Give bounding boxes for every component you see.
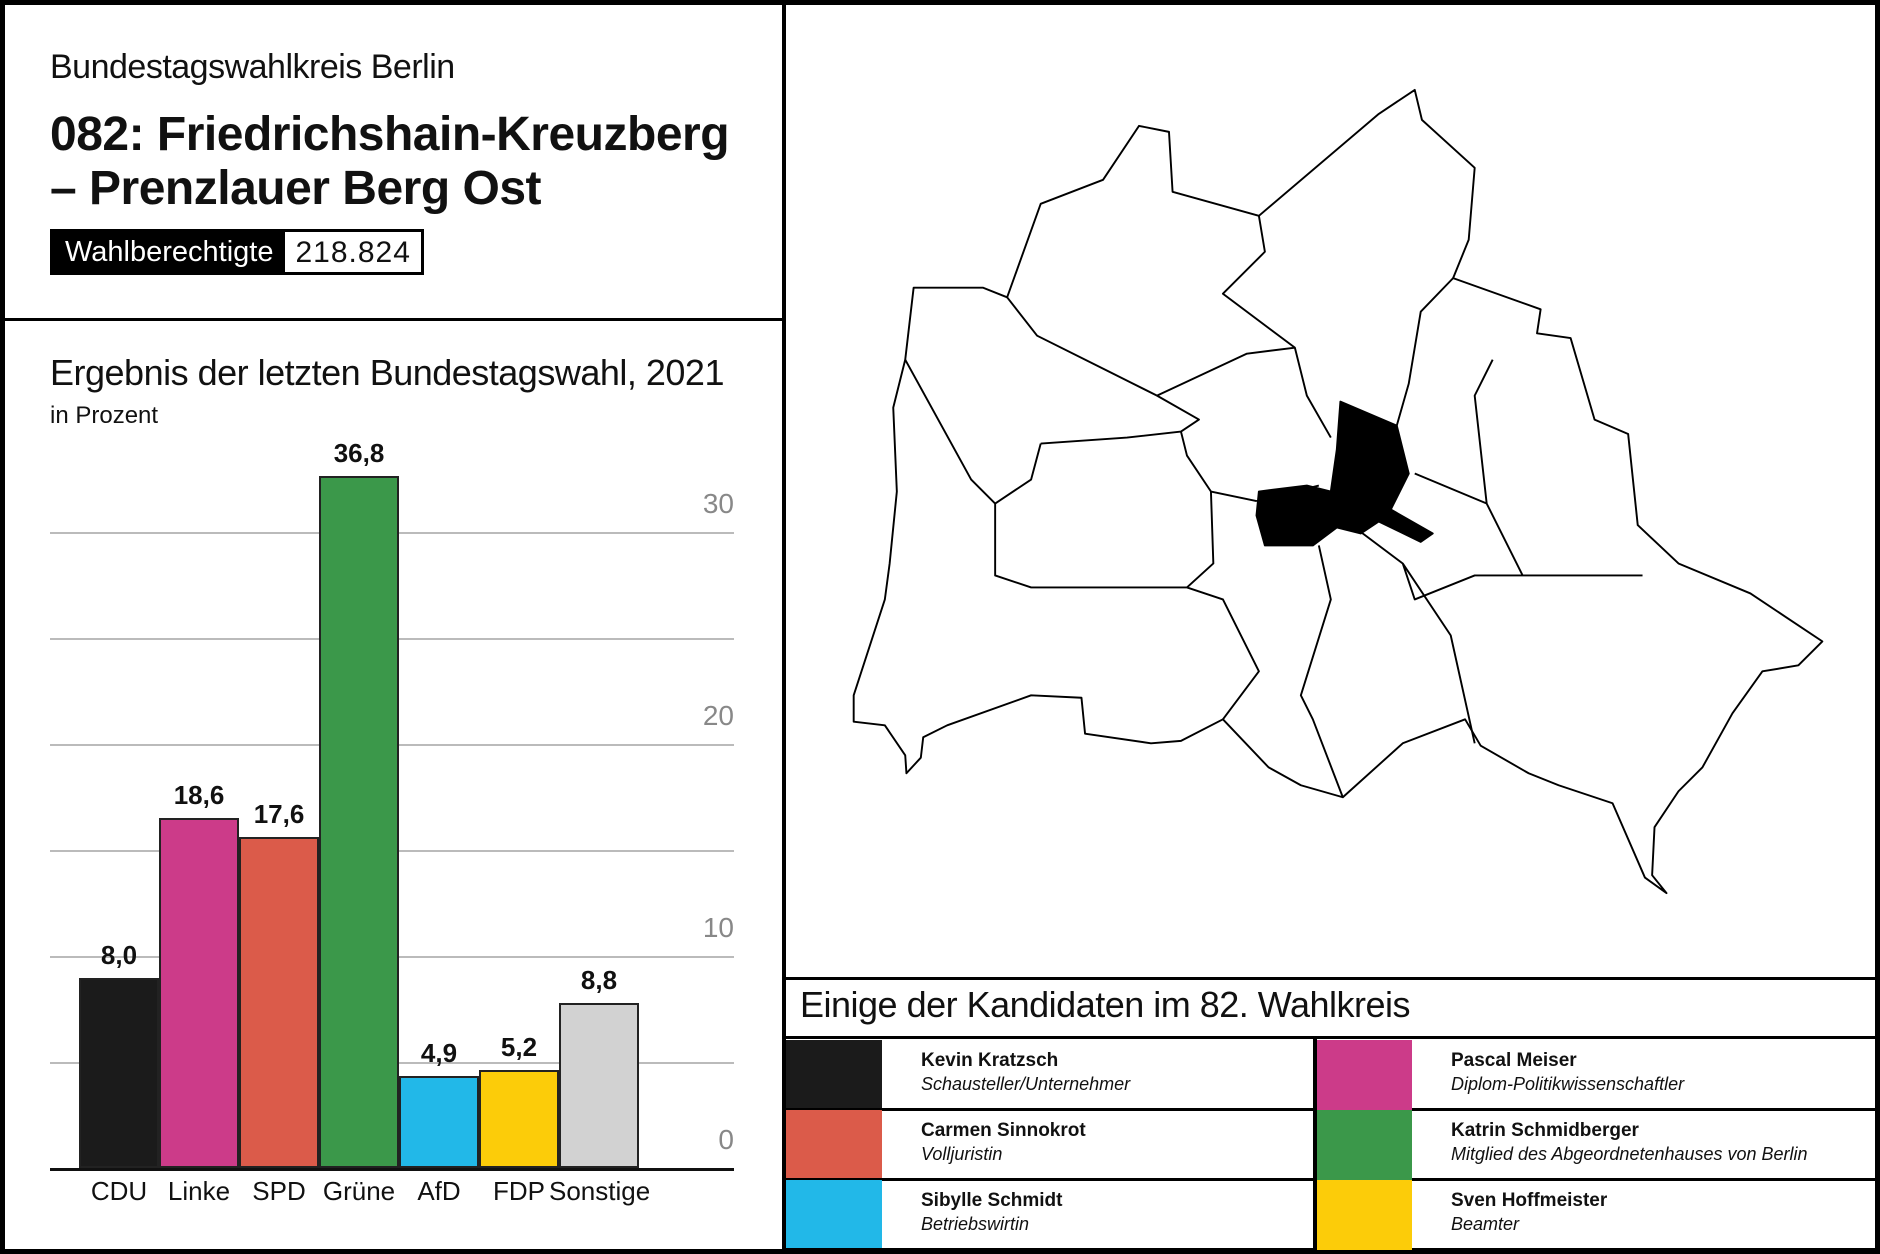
value-label: 4,9 bbox=[420, 1037, 458, 1068]
bar-linke bbox=[159, 818, 239, 1168]
candidate-name: Kevin Kratzsch bbox=[921, 1050, 1059, 1071]
title-line-1: 082: Friedrichshain-Kreuzberg bbox=[50, 108, 730, 161]
candidate-role: Betriebswirtin bbox=[921, 1214, 1030, 1234]
divider bbox=[1313, 1036, 1317, 1254]
candidate-role: Diplom-Politikwissenschaftler bbox=[1451, 1074, 1685, 1094]
party-swatch bbox=[1316, 1110, 1412, 1180]
party-swatch bbox=[786, 1180, 882, 1250]
candidate-role: Mitglied des Abgeordnetenhauses von Berl… bbox=[1451, 1144, 1808, 1164]
x-tick-label: Linke bbox=[167, 1176, 231, 1206]
candidate-name: Pascal Meiser bbox=[1451, 1050, 1577, 1071]
party-swatch bbox=[786, 1110, 882, 1180]
x-tick-label: AfD bbox=[417, 1176, 461, 1206]
candidate-role: Beamter bbox=[1451, 1214, 1520, 1234]
bar-sonstige bbox=[559, 1002, 639, 1168]
y-tick-label: 10 bbox=[702, 912, 734, 943]
value-label: 8,0 bbox=[100, 939, 138, 970]
divider bbox=[0, 318, 784, 321]
x-tick-label: Sonstige bbox=[549, 1176, 651, 1206]
candidate-role: Volljuristin bbox=[921, 1144, 1003, 1164]
highlighted-district bbox=[1255, 400, 1434, 547]
eligible-value: 218.824 bbox=[295, 236, 411, 269]
x-tick-label: FDP bbox=[493, 1176, 545, 1206]
page-title: 082: Friedrichshain-Kreuzberg – Prenzlaue… bbox=[50, 108, 730, 216]
x-tick-label: Grüne bbox=[322, 1176, 396, 1206]
x-tick-label: SPD bbox=[252, 1176, 306, 1206]
value-label: 5,2 bbox=[500, 1032, 538, 1063]
candidate-name: Katrin Schmidberger bbox=[1451, 1120, 1639, 1141]
bar-fdp bbox=[479, 1070, 559, 1168]
bar-afd bbox=[399, 1075, 479, 1168]
eligible-voters-badge: Wahlberechtigte 218.824 bbox=[50, 229, 424, 275]
bar-cdu bbox=[79, 977, 159, 1168]
value-label: 36,8 bbox=[333, 438, 385, 469]
party-swatch bbox=[1316, 1180, 1412, 1250]
eligible-label: Wahlberechtigte bbox=[53, 232, 286, 272]
y-tick-label: 0 bbox=[718, 1124, 734, 1155]
value-label: 18,6 bbox=[173, 780, 225, 811]
bar-grüne bbox=[319, 476, 399, 1168]
party-swatch bbox=[786, 1040, 882, 1110]
candidate-name: Sven Hoffmeister bbox=[1451, 1190, 1608, 1211]
chart-subtitle: in Prozent bbox=[50, 402, 159, 429]
candidates-title: Einige der Kandidaten im 82. Wahlkreis bbox=[800, 984, 1411, 1025]
divider bbox=[782, 0, 786, 1254]
y-tick-label: 30 bbox=[702, 488, 734, 519]
value-label: 8,8 bbox=[580, 964, 618, 995]
candidate-name: Carmen Sinnokrot bbox=[921, 1120, 1086, 1141]
y-tick-label: 20 bbox=[702, 700, 734, 731]
candidate-name: Sibylle Schmidt bbox=[921, 1190, 1063, 1211]
chart-title: Ergebnis der letzten Bundestagswahl, 202… bbox=[50, 352, 724, 393]
district-borders bbox=[904, 215, 1643, 798]
party-swatch bbox=[1316, 1040, 1412, 1110]
divider bbox=[784, 977, 1880, 980]
value-label: 17,6 bbox=[253, 799, 305, 830]
x-axis bbox=[50, 1168, 734, 1171]
title-line-2: – Prenzlauer Berg Ost bbox=[50, 162, 542, 215]
candidate-role: Schausteller/Unternehmer bbox=[921, 1074, 1131, 1094]
supertitle: Bundestagswahlkreis Berlin bbox=[50, 48, 455, 86]
x-tick-label: CDU bbox=[90, 1176, 148, 1206]
divider bbox=[784, 1036, 1880, 1039]
bar-spd bbox=[239, 837, 319, 1168]
